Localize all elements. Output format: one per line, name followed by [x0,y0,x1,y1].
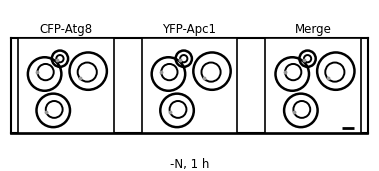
Title: YFP-Apc1: YFP-Apc1 [163,23,216,36]
Text: -N, 1 h: -N, 1 h [170,158,209,171]
Title: CFP-Atg8: CFP-Atg8 [39,23,92,36]
Title: Merge: Merge [295,23,332,36]
